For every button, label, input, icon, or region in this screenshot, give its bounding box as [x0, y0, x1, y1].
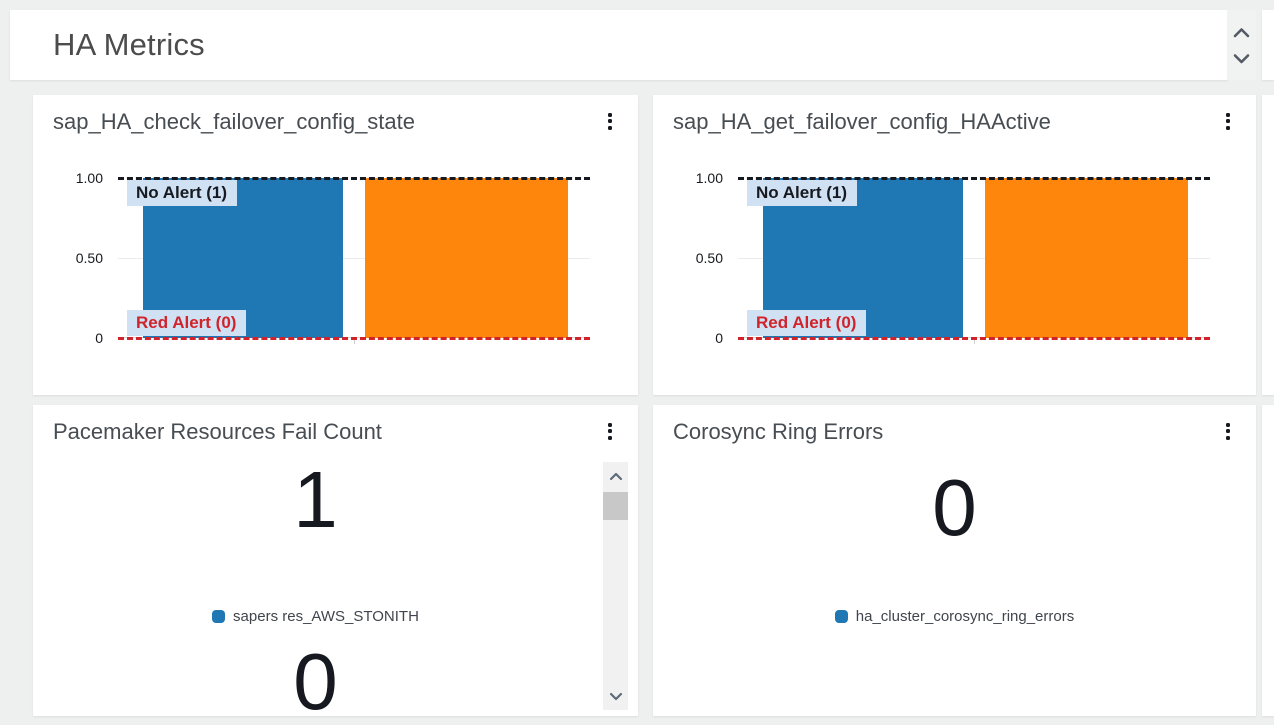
- y-axis-tick-label: 0: [715, 330, 723, 346]
- widget-corosync-ring-errors: Corosync Ring Errors 0 ha_cluster_corosy…: [653, 405, 1256, 716]
- y-axis-tick-label: 0.50: [75, 250, 103, 266]
- kebab-icon: [608, 422, 612, 440]
- annotation-label-red-alert: Red Alert (0): [127, 310, 247, 336]
- partial-widget-edge: [1262, 10, 1274, 80]
- bar-chart-plot-area: No Alert (1) Red Alert (0): [738, 177, 1210, 344]
- partial-widget-edge: [1262, 95, 1274, 395]
- scroll-up-button[interactable]: [1231, 25, 1253, 39]
- legend-item: sapers res_AWS_STONITH: [33, 608, 598, 625]
- y-axis-tick-label: 0: [95, 330, 103, 346]
- gridline: [738, 258, 1210, 259]
- chevron-down-icon: [1233, 53, 1250, 63]
- dashboard-header: HA Metrics: [10, 10, 1228, 80]
- legend-marker-icon: [834, 610, 848, 623]
- metric-value: 0: [932, 463, 977, 552]
- kebab-icon: [608, 112, 612, 130]
- gridline: [118, 258, 590, 259]
- chevron-up-icon: [609, 472, 622, 480]
- metric-value: 0: [293, 637, 338, 717]
- widget-menu-button[interactable]: [1216, 417, 1240, 445]
- widget-title: Corosync Ring Errors: [673, 419, 884, 444]
- legend-label: sapers res_AWS_STONITH: [233, 608, 419, 625]
- scrollbar-thumb[interactable]: [603, 492, 628, 520]
- widget-menu-button[interactable]: [1216, 107, 1240, 135]
- scroll-down-button[interactable]: [1231, 51, 1253, 65]
- chevron-down-icon: [609, 692, 622, 700]
- widget-scrollbar[interactable]: [603, 462, 628, 710]
- scroll-up-button[interactable]: [603, 464, 628, 488]
- annotation-label-red-alert: Red Alert (0): [747, 310, 867, 336]
- widget-pacemaker-resources-fail-count: Pacemaker Resources Fail Count 1 sapers …: [33, 405, 638, 716]
- high-alarm-line: [738, 177, 1210, 180]
- low-alarm-line: [738, 337, 1210, 340]
- orange-bar[interactable]: [365, 178, 568, 338]
- high-alarm-line: [118, 177, 590, 180]
- legend-item: ha_cluster_corosync_ring_errors: [653, 608, 1256, 625]
- annotation-label-no-alert: No Alert (1): [747, 180, 857, 206]
- widget-title: sap_HA_check_failover_config_state: [53, 109, 416, 134]
- kebab-icon: [1226, 112, 1230, 130]
- annotation-label-no-alert: No Alert (1): [127, 180, 237, 206]
- kebab-icon: [1226, 422, 1230, 440]
- scroll-down-button[interactable]: [603, 684, 628, 708]
- low-alarm-line: [118, 337, 590, 340]
- widget-sap-ha-check-failover-config-state: sap_HA_check_failover_config_state 1.00 …: [33, 95, 638, 395]
- page-scroll-control: [1227, 10, 1256, 80]
- partial-widget-edge: [1262, 405, 1274, 716]
- metric-value: 1: [293, 455, 338, 544]
- x-axis-tick: [974, 338, 975, 344]
- page-title: HA Metrics: [53, 27, 205, 62]
- widget-title: sap_HA_get_failover_config_HAActive: [673, 109, 1051, 134]
- y-axis-tick-label: 0.50: [695, 250, 723, 266]
- y-axis-tick-label: 1.00: [75, 170, 103, 186]
- chevron-up-icon: [1233, 27, 1250, 37]
- widget-sap-ha-get-failover-config-haactive: sap_HA_get_failover_config_HAActive 1.00…: [653, 95, 1256, 395]
- x-axis-tick: [354, 338, 355, 344]
- widget-menu-button[interactable]: [598, 107, 622, 135]
- bar-chart-plot-area: No Alert (1) Red Alert (0): [118, 177, 590, 344]
- y-axis-tick-label: 1.00: [695, 170, 723, 186]
- legend-marker-icon: [212, 610, 226, 623]
- orange-bar[interactable]: [985, 178, 1188, 338]
- legend-label: ha_cluster_corosync_ring_errors: [855, 608, 1075, 625]
- widget-menu-button[interactable]: [598, 417, 622, 445]
- widget-title: Pacemaker Resources Fail Count: [53, 419, 382, 444]
